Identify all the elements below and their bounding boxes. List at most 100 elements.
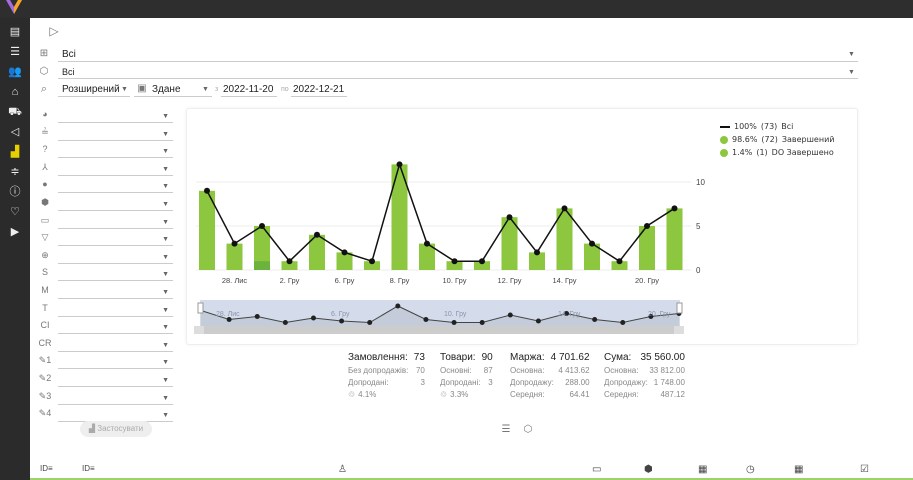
legend-marker [720, 148, 728, 157]
filter-select[interactable]: ▼ [58, 285, 173, 299]
bar [666, 208, 683, 270]
navigator-label: 10. Гру [444, 311, 467, 318]
navigator-point [367, 320, 373, 325]
filter-select[interactable]: ▼ [58, 215, 173, 229]
filter-select[interactable]: ▼ [58, 197, 173, 211]
calendar-check-icon[interactable]: ☑ [860, 464, 869, 475]
chevron-down-icon[interactable]: ▼ [848, 51, 855, 58]
chevron-down-icon: ▼ [162, 289, 169, 296]
megaphone-icon[interactable]: ◁ [10, 126, 20, 138]
x-tick-label: 28. Лис [222, 276, 248, 285]
navigator-point [451, 320, 457, 325]
x-tick-label: 12. Гру [498, 276, 522, 285]
navigator-label: 28. Лис [216, 311, 240, 318]
money-icon[interactable]: ▭ [592, 464, 602, 475]
top-bar [0, 0, 913, 18]
x-tick-label: 2. Гру [280, 276, 300, 285]
box-filled-icon[interactable]: ⬢ [644, 464, 653, 475]
chevron-down-icon[interactable]: ▼ [121, 86, 128, 93]
bar [474, 261, 490, 270]
filter-select[interactable]: ▼ [58, 303, 173, 317]
video-tab-icon[interactable]: ▷ [49, 24, 59, 38]
navigator-label: 6. Гру [331, 311, 350, 318]
product-select[interactable]: Всі [62, 67, 75, 77]
chevron-down-icon: ▼ [162, 324, 169, 332]
id-column-header[interactable]: ID≡ [40, 464, 53, 473]
bottle-icon[interactable]: ♙ [338, 464, 347, 475]
x-tick-label: 10. Гру [443, 276, 467, 285]
legend-item[interactable]: 100% (73) Всі [720, 120, 834, 133]
timer-icon[interactable]: ◷ [746, 464, 755, 475]
legend-item[interactable]: 98.6% (72) Завершений [720, 133, 834, 146]
chevron-down-icon[interactable]: ▼ [848, 69, 855, 76]
chevron-down-icon: ▼ [162, 148, 169, 156]
sliders-icon[interactable]: ≑ [10, 166, 20, 178]
box-view-icon[interactable]: ⬡ [523, 424, 533, 435]
filter-select[interactable]: ▼ [58, 250, 173, 264]
date-from-input[interactable]: 2022-11-20 [223, 84, 274, 95]
m-tag-icon: M [41, 285, 49, 295]
web-icon: ⊕ [41, 249, 49, 260]
navigator-handle-left[interactable] [197, 302, 204, 314]
search-mode-select[interactable]: Розширений [62, 84, 120, 95]
calendar-icon[interactable]: ▦ [698, 464, 708, 475]
apply-button[interactable]: ▟ Застосувати [80, 421, 152, 437]
filter-select[interactable]: ▼ [58, 391, 173, 405]
calendar-lock-icon[interactable]: ▦ [794, 464, 804, 475]
pen-1-icon: ✎1 [38, 355, 52, 366]
video-icon[interactable]: ▶ [10, 226, 20, 238]
filter-select[interactable]: ▼ [58, 162, 173, 176]
line-point [396, 161, 403, 168]
line-point [451, 258, 458, 265]
users-icon[interactable]: 👥 [8, 66, 22, 78]
filter-select[interactable]: ▼ [58, 267, 173, 282]
dashboard-icon[interactable]: ▤ [9, 26, 21, 38]
help-icon: ? [42, 144, 48, 155]
chevron-down-icon: ▼ [162, 412, 169, 420]
filter-select[interactable]: ▼ [58, 338, 173, 352]
line-point [671, 205, 678, 212]
filter-select[interactable]: ▼ [58, 320, 173, 335]
legend-item[interactable]: 1.4% (1) DO Завершено [720, 146, 834, 159]
info-icon[interactable]: ⓘ [9, 186, 21, 198]
date-to-input[interactable]: 2022-12-21 [293, 84, 345, 95]
filter-select[interactable]: ▼ [58, 127, 173, 141]
scrollbar-thumb[interactable] [204, 326, 674, 334]
filter-select[interactable]: ▼ [58, 179, 173, 194]
x-tick-label: 14. Гру [553, 276, 577, 285]
cart-icon[interactable]: ⛟ [8, 106, 22, 118]
line-point [616, 258, 623, 265]
filter-select[interactable]: ▼ [58, 373, 173, 387]
warehouse-icon[interactable]: ⌂ [11, 86, 19, 98]
ci-tag-icon: CI [40, 320, 50, 331]
box-icon: ⬢ [41, 197, 49, 207]
filter-select[interactable]: ▼ [58, 144, 173, 159]
chevron-down-icon[interactable]: ▼ [202, 86, 209, 93]
line-point [259, 223, 265, 229]
date-type-select[interactable]: Здане [152, 84, 181, 95]
line-point [561, 205, 568, 212]
x-tick-label: 6. Гру [335, 276, 355, 285]
id-link-column-header[interactable]: ID≡ [82, 464, 95, 473]
line-point [479, 258, 485, 265]
legend-marker [720, 125, 730, 128]
chevron-down-icon: ▼ [162, 113, 169, 120]
navigator-label: 14. Гру [558, 311, 581, 318]
list-view-icon[interactable]: ☰ [501, 424, 511, 435]
list-icon[interactable]: ☰ [10, 46, 20, 58]
legend-marker [720, 135, 728, 144]
group-select[interactable]: Всі [62, 49, 76, 60]
bar [281, 261, 298, 270]
egg-icon: ● [42, 179, 48, 190]
navigator-point [339, 318, 345, 324]
filter-select[interactable]: ▼ [58, 355, 173, 370]
bar-do-segment [254, 261, 270, 270]
bar [336, 252, 353, 270]
analytics-icon[interactable]: ▟ [10, 146, 20, 158]
filter-select[interactable]: ▼ [58, 109, 173, 123]
navigator-point [507, 312, 513, 318]
filter-select[interactable]: ▼ [58, 232, 173, 247]
search-icon: ⌕ [40, 83, 48, 95]
navigator-handle-right[interactable] [676, 302, 683, 314]
handshake-icon[interactable]: ♡ [10, 206, 20, 218]
